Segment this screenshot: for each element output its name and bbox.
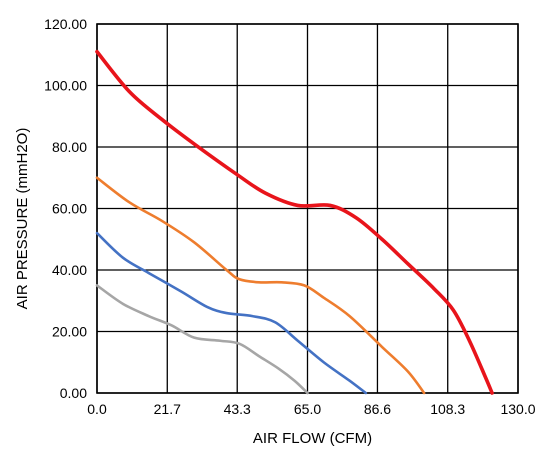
series-group [95, 49, 494, 395]
gridlines [96, 23, 519, 394]
x-tick-label: 65.0 [294, 401, 321, 417]
y-tick-label: 60.00 [52, 201, 87, 217]
series-line-2 [95, 231, 368, 395]
x-tick-label: 86.6 [364, 401, 391, 417]
y-tick-labels: 0.00 20.00 40.00 60.00 80.00 100.00 120.00 [44, 16, 87, 401]
series-line-1 [95, 176, 426, 395]
series-line-3 [95, 284, 309, 395]
y-tick-label: 80.00 [52, 139, 87, 155]
x-tick-label: 108.3 [430, 401, 465, 417]
x-tick-label: 21.7 [154, 401, 181, 417]
x-tick-label: 130.0 [500, 401, 535, 417]
y-tick-label: 100.00 [44, 78, 87, 94]
y-tick-label: 120.00 [44, 16, 87, 32]
x-tick-labels: 0.0 21.7 43.3 65.0 86.6 108.3 130.0 [87, 401, 535, 417]
series-line-0 [95, 49, 494, 395]
x-tick-label: 43.3 [224, 401, 251, 417]
y-tick-label: 40.00 [52, 262, 87, 278]
y-tick-label: 20.00 [52, 324, 87, 340]
y-axis-title: AIR PRESSURE (mmH2O) [14, 128, 31, 310]
x-tick-label: 0.0 [87, 401, 107, 417]
y-tick-label: 0.00 [60, 385, 87, 401]
x-axis-title: AIR FLOW (CFM) [253, 430, 372, 447]
